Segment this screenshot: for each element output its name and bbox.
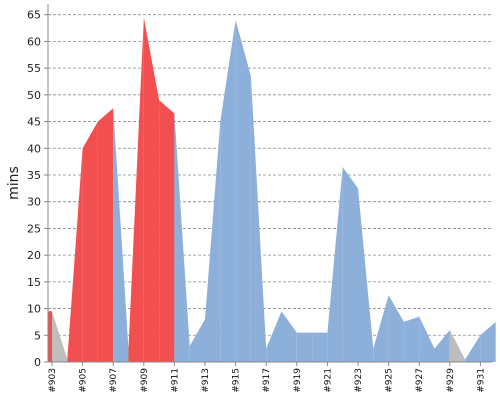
x-tick-label: #905 [79, 368, 89, 393]
x-tick-label: #911 [170, 368, 180, 393]
y-tick-label: 60 [27, 35, 41, 48]
area-segment-blue [281, 311, 297, 362]
area-segment-blue [465, 335, 481, 362]
area-segment-blue [480, 321, 496, 362]
area-segment-blue [403, 316, 420, 362]
area-segment-blue [189, 319, 205, 362]
y-tick-labels: 0 5 10 15 20 25 30 35 40 45 50 55 60 65 [27, 9, 48, 369]
x-tick-label: #921 [323, 368, 333, 393]
area-segment-blue [419, 316, 435, 362]
area-segment-blue [113, 108, 129, 362]
axes [47, 4, 492, 363]
y-tick-label: 30 [27, 196, 41, 209]
area-segment-blue [205, 121, 221, 362]
area-segment-red [67, 148, 83, 362]
x-tick-label: #913 [201, 368, 211, 393]
y-tick-label: 55 [27, 62, 41, 75]
area-segment-gray [52, 311, 68, 362]
x-tick-label: #909 [140, 368, 150, 393]
area-segment-blue [220, 20, 236, 363]
y-tick-label: 10 [27, 303, 41, 316]
area-segment-blue [373, 295, 389, 362]
area-segment-blue [327, 166, 343, 362]
x-tick-label: #915 [232, 368, 242, 393]
area-segment-red [128, 17, 144, 362]
area-segment-red [159, 100, 175, 362]
x-tick-label: #923 [354, 368, 364, 393]
area-segment-gray [449, 329, 466, 362]
area-segment-blue [358, 188, 374, 362]
area-segment-blue [342, 166, 358, 362]
x-tick-label: #929 [446, 368, 456, 393]
y-tick-label: 65 [27, 9, 41, 22]
area-segment-blue [312, 332, 328, 362]
y-tick-label: 0 [34, 356, 41, 369]
y-tick-label: 20 [27, 249, 41, 262]
area-segment-blue [266, 311, 282, 362]
y-tick-label: 45 [27, 116, 41, 129]
x-tick-label: #903 [48, 368, 58, 393]
x-tick-labels: #903 #905 #907 #909 #911 #913 #915 #917 #919 #921… [48, 362, 486, 393]
y-tick-label: 40 [27, 142, 41, 155]
area-segment-red [97, 108, 114, 362]
y-tick-label: 35 [27, 169, 41, 182]
area-segment-blue [235, 20, 251, 363]
area-segment-red [82, 121, 98, 362]
y-tick-label: 15 [27, 276, 41, 289]
area-segment-red [143, 17, 160, 362]
y-tick-label: 25 [27, 222, 41, 235]
grid-lines [48, 14, 492, 336]
area-segment-blue [296, 332, 313, 362]
x-tick-label: #917 [262, 368, 272, 393]
x-tick-label: #927 [415, 368, 425, 393]
area-segments [48, 17, 496, 363]
area-segment-red [48, 311, 52, 362]
area-segment-blue [250, 76, 267, 362]
area-segment-blue [174, 113, 190, 362]
x-tick-label: #919 [293, 368, 303, 393]
y-tick-label: 50 [27, 89, 41, 102]
x-tick-label: #907 [109, 368, 119, 393]
x-tick-label: #931 [476, 368, 486, 393]
y-axis-title: mins [6, 166, 22, 200]
y-tick-label: 5 [34, 329, 41, 342]
area-segment-blue [388, 295, 404, 362]
x-tick-label: #925 [385, 368, 395, 393]
area-segment-blue [434, 329, 450, 362]
